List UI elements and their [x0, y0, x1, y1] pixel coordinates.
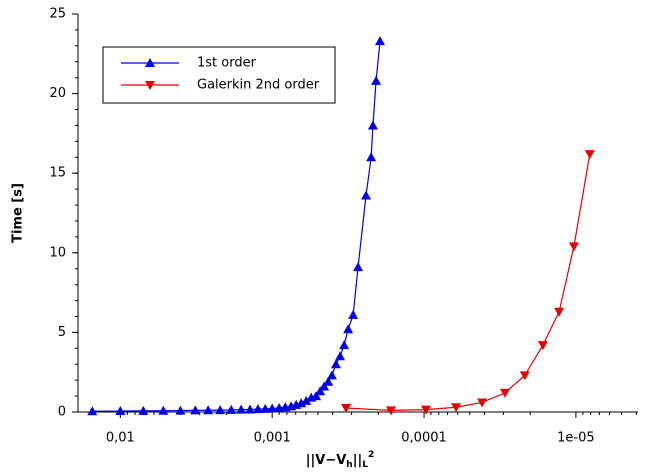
data-point — [190, 405, 201, 415]
data-point — [323, 376, 334, 386]
x-axis-label: ||V−Vh||L2 — [306, 450, 374, 470]
data-point — [296, 398, 307, 408]
data-point — [537, 341, 548, 351]
y-tick-label: 25 — [49, 7, 66, 22]
x-tick-label: 0,001 — [254, 431, 291, 446]
legend-box — [102, 46, 336, 104]
data-point — [343, 324, 354, 334]
legend-label: 1st order — [197, 56, 257, 71]
y-tick-label: 15 — [49, 166, 66, 181]
y-tick-label: 0 — [58, 405, 66, 420]
data-point — [341, 404, 352, 414]
data-point — [267, 403, 278, 413]
data-point — [519, 371, 530, 381]
data-point — [451, 403, 462, 413]
legend-label: Galerkin 2nd order — [197, 78, 320, 93]
data-point — [375, 36, 386, 46]
legend-marker — [145, 58, 155, 67]
data-point — [421, 405, 432, 415]
x-tick-label: 0,01 — [106, 431, 135, 446]
data-point — [203, 405, 214, 415]
data-point — [215, 405, 226, 415]
x-tick-label: 0,0001 — [401, 431, 447, 446]
data-point — [244, 404, 255, 414]
data-point — [367, 120, 378, 130]
data-point — [311, 391, 322, 401]
series-line — [346, 153, 591, 412]
data-point — [319, 381, 330, 391]
legend-marker — [145, 81, 155, 90]
data-point — [500, 388, 511, 398]
data-point — [301, 395, 312, 405]
data-point — [477, 398, 488, 408]
data-point — [260, 403, 271, 413]
data-point — [226, 404, 237, 414]
data-point — [138, 405, 149, 415]
data-point — [366, 152, 377, 162]
data-point — [335, 351, 346, 361]
y-tick-label: 20 — [49, 86, 66, 101]
x-tick-label: 1e-05 — [557, 431, 595, 446]
y-axis-label: Time [s] — [11, 183, 26, 243]
data-point — [371, 75, 382, 85]
data-point — [253, 404, 264, 414]
data-point — [315, 386, 326, 396]
data-point — [326, 370, 337, 380]
data-point — [115, 406, 126, 416]
data-point — [348, 309, 359, 319]
data-point — [353, 262, 364, 272]
data-point — [568, 242, 579, 252]
data-point — [330, 359, 341, 369]
data-point — [554, 307, 565, 317]
y-tick-label: 10 — [49, 245, 66, 260]
data-point — [361, 190, 372, 200]
y-tick-label: 5 — [58, 325, 66, 340]
data-point — [87, 406, 98, 416]
data-point — [175, 405, 186, 415]
data-point — [236, 404, 247, 414]
data-point — [584, 150, 595, 160]
data-point — [339, 340, 350, 350]
data-point — [158, 405, 169, 415]
data-point — [386, 406, 397, 416]
